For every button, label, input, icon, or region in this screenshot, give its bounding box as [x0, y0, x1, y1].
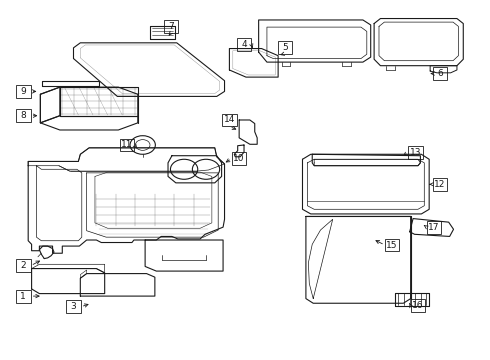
Bar [16, 259, 30, 272]
Bar [433, 178, 447, 191]
Bar [408, 146, 423, 158]
Text: 11: 11 [122, 140, 133, 149]
Bar [16, 290, 30, 302]
Text: 2: 2 [21, 261, 26, 270]
Bar [16, 85, 30, 98]
Text: 10: 10 [233, 154, 245, 163]
Bar [222, 113, 237, 126]
Text: 7: 7 [168, 22, 174, 31]
Text: 3: 3 [71, 302, 76, 311]
Text: 16: 16 [412, 301, 424, 310]
Bar [278, 41, 292, 54]
Bar [427, 221, 441, 234]
Text: 15: 15 [387, 240, 398, 249]
Text: 1: 1 [21, 292, 26, 301]
Text: 17: 17 [428, 222, 440, 231]
Text: 9: 9 [21, 87, 26, 96]
Text: 14: 14 [224, 116, 235, 125]
Bar [237, 38, 251, 51]
Bar [232, 152, 246, 165]
Bar [164, 20, 178, 33]
Text: 6: 6 [437, 69, 443, 78]
Text: 5: 5 [282, 42, 288, 51]
Text: 4: 4 [241, 40, 247, 49]
Bar [411, 299, 425, 312]
Bar [16, 109, 30, 122]
Bar [433, 67, 447, 80]
Text: 12: 12 [434, 180, 445, 189]
Text: 13: 13 [410, 148, 421, 157]
Bar [66, 300, 81, 313]
Text: 8: 8 [21, 111, 26, 120]
Bar [385, 239, 399, 251]
Bar [120, 139, 134, 152]
